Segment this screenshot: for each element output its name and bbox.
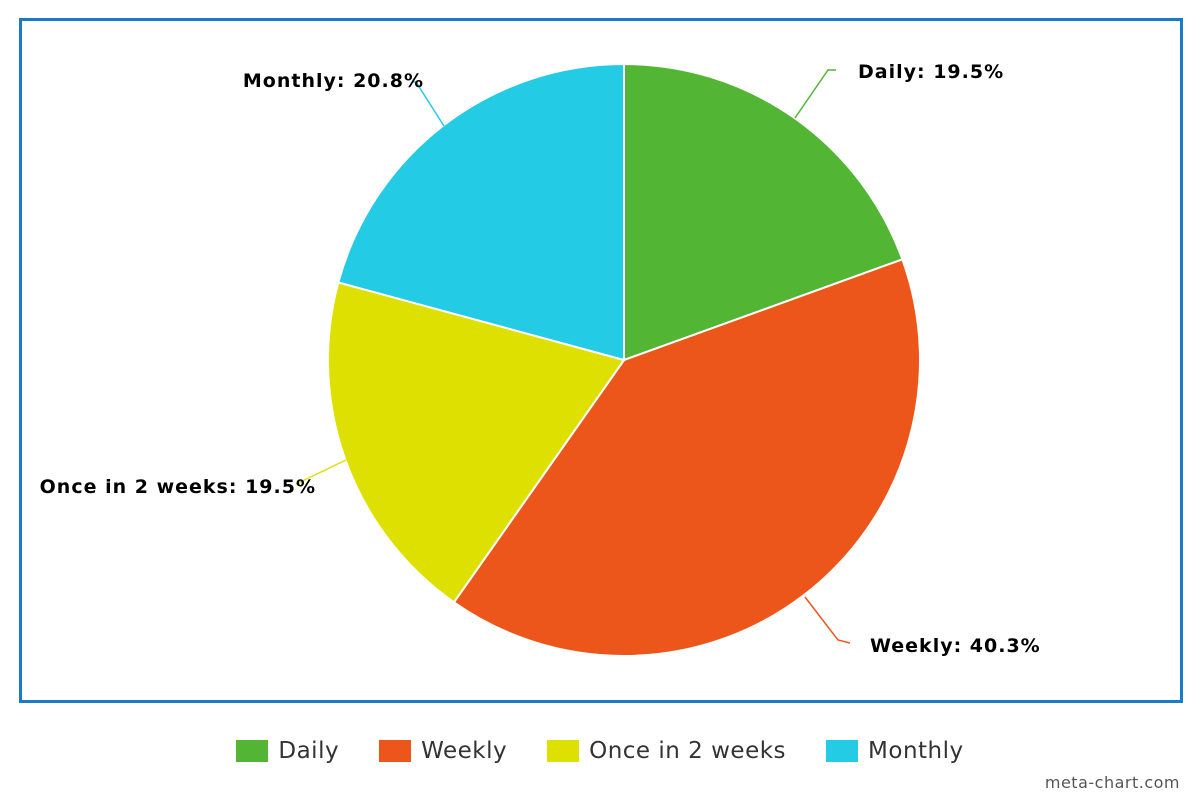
connector-monthly	[412, 81, 445, 127]
pie-slice-weekly[interactable]	[452, 258, 921, 657]
legend-swatch-monthly	[826, 740, 859, 762]
legend-label-monthly: Monthly	[868, 738, 964, 764]
legend: Daily Weekly Once in 2 weeks Monthly	[0, 733, 1200, 769]
legend-swatch-daily	[236, 740, 269, 762]
credit-text[interactable]: meta-chart.com	[1044, 773, 1180, 792]
data-label-monthly: Monthly: 20.8%	[243, 70, 424, 92]
data-label-daily: Daily: 19.5%	[858, 61, 1004, 83]
label-connectors	[295, 69, 851, 644]
legend-swatch-once-in-2-weeks	[547, 740, 580, 762]
connector-daily	[794, 69, 836, 119]
connector-weekly	[804, 596, 851, 644]
legend-item-once-in-2-weeks[interactable]: Once in 2 weeks	[547, 738, 786, 764]
legend-label-daily: Daily	[278, 738, 340, 764]
legend-swatch-weekly	[379, 740, 412, 762]
pie-slices	[327, 62, 921, 657]
legend-item-weekly[interactable]: Weekly	[379, 738, 507, 764]
legend-label-once-in-2-weeks: Once in 2 weeks	[589, 738, 787, 764]
pie-slice-daily[interactable]	[623, 62, 904, 362]
data-label-once-in-2-weeks: Once in 2 weeks: 19.5%	[40, 476, 316, 498]
data-label-weekly: Weekly: 40.3%	[870, 635, 1041, 657]
data-labels: Daily: 19.5% Weekly: 40.3% Once in 2 weeks…	[40, 61, 1041, 657]
legend-label-weekly: Weekly	[421, 738, 508, 764]
legend-item-monthly[interactable]: Monthly	[826, 738, 964, 764]
legend-item-daily[interactable]: Daily	[236, 738, 339, 764]
pie-slice-monthly[interactable]	[337, 62, 625, 362]
connector-once-in-2-weeks	[295, 459, 347, 485]
